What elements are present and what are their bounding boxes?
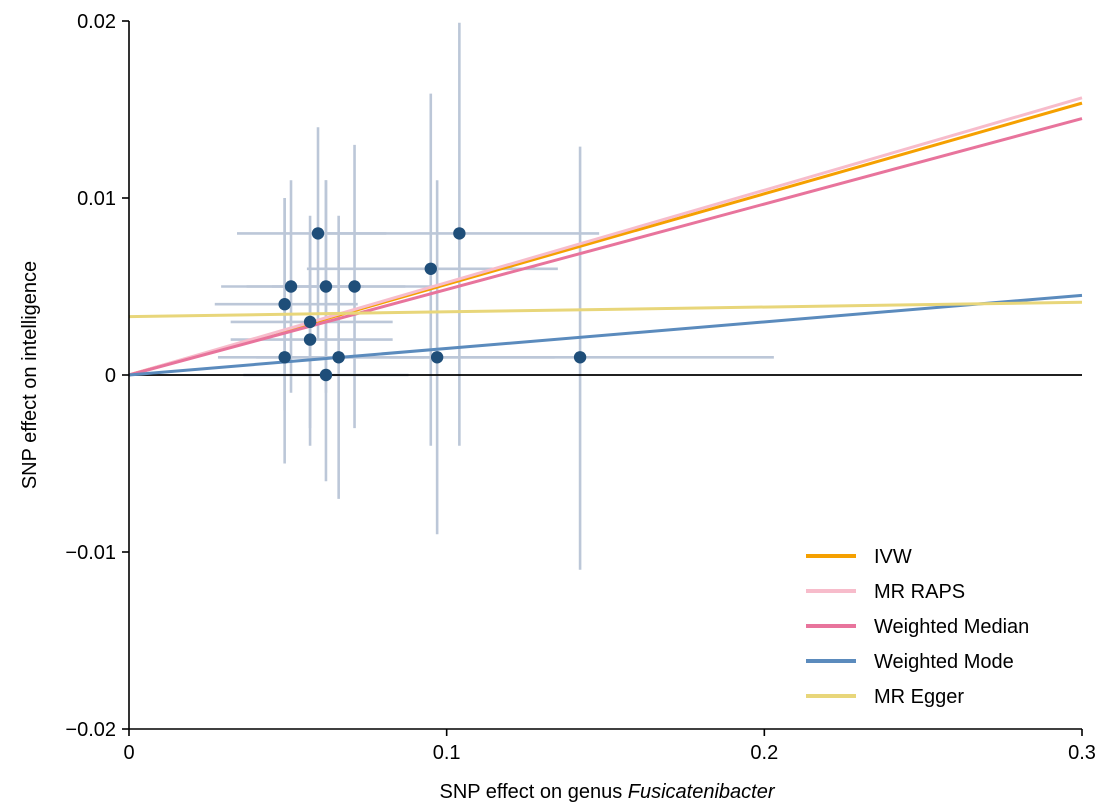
legend-label: MR Egger: [874, 686, 964, 708]
x-tick-label: 0.2: [750, 742, 778, 764]
data-point: [319, 368, 333, 382]
data-point: [348, 280, 361, 293]
legend-label: Weighted Median: [874, 616, 1029, 638]
y-axis-ticks: −0.02 −0.01 0 0.01 0.02: [65, 11, 129, 741]
fit-lines: [128, 96, 1083, 377]
x-axis-ticks: 0 0.1 0.2 0.3: [123, 729, 1096, 764]
legend-label: Weighted Mode: [874, 651, 1014, 673]
fit-line: [128, 96, 1083, 377]
data-point: [303, 315, 317, 329]
legend: IVW MR RAPS Weighted Median Weighted Mode MR…: [806, 546, 1029, 708]
legend-label: IVW: [874, 546, 912, 568]
data-point: [311, 227, 325, 240]
x-tick-label: 0: [123, 742, 134, 764]
data-point: [303, 333, 317, 346]
y-tick-label: 0.02: [77, 11, 116, 33]
data-point: [332, 351, 345, 364]
y-tick-label: −0.01: [65, 542, 116, 564]
data-point: [278, 351, 291, 364]
fit-line: [128, 117, 1083, 377]
x-axis-label: SNP effect on genus Fusicatenibacter: [439, 781, 775, 803]
y-axis-label: SNP effect on intelligence: [19, 261, 41, 489]
fit-line: [128, 300, 1083, 319]
data-point: [284, 280, 298, 293]
error-bars: [214, 22, 774, 570]
data-point: [278, 298, 291, 311]
data-point: [424, 262, 437, 275]
legend-label: MR RAPS: [874, 581, 965, 603]
data-point: [573, 351, 587, 364]
data-point: [430, 351, 444, 364]
x-tick-label: 0.1: [433, 742, 461, 764]
y-tick-label: −0.02: [65, 719, 116, 741]
data-points: [278, 227, 587, 382]
data-point: [453, 227, 466, 240]
x-tick-label: 0.3: [1068, 742, 1096, 764]
data-point: [319, 280, 333, 293]
y-tick-label: 0: [105, 365, 116, 387]
y-tick-label: 0.01: [77, 188, 116, 210]
